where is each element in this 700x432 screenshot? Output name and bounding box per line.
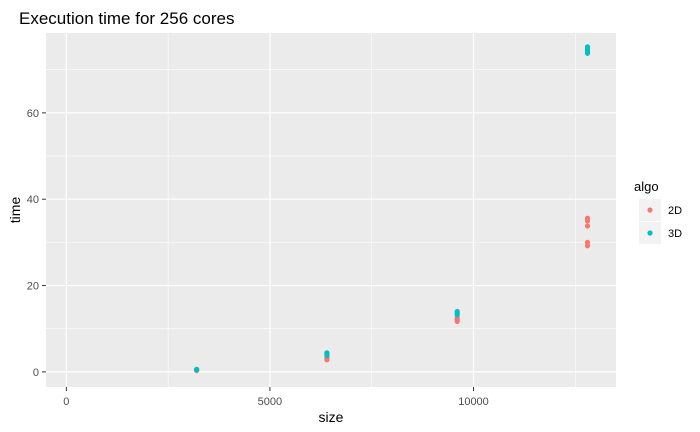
y-tick-label: 40 — [27, 194, 39, 206]
y-axis-title: time — [7, 197, 23, 224]
y-tick-label: 60 — [27, 108, 39, 120]
legend-marker-3d — [647, 230, 653, 236]
legend: algo 2D 3D — [634, 179, 682, 244]
data-point-3d — [454, 308, 460, 315]
chart-title: Execution time for 256 cores — [19, 9, 234, 28]
x-axis-title: size — [319, 409, 344, 425]
data-point-2d — [584, 223, 591, 229]
data-point-3d — [584, 44, 591, 50]
data-point-2d — [584, 215, 591, 221]
legend-label-3d: 3D — [668, 228, 682, 240]
y-axis-ticks: 0 20 40 60 — [27, 108, 46, 379]
data-point-2d — [584, 239, 591, 245]
data-point-3d — [324, 350, 330, 356]
plot-panel — [46, 33, 616, 387]
legend-marker-2d — [647, 207, 653, 213]
y-tick-label: 20 — [27, 281, 39, 293]
data-point-3d — [194, 366, 200, 372]
minor-gridlines — [46, 33, 616, 387]
x-tick-label: 10000 — [458, 396, 489, 408]
x-tick-label: 0 — [63, 396, 69, 408]
data-points — [194, 44, 591, 374]
major-gridlines — [46, 33, 616, 387]
x-axis-ticks: 0 5000 10000 — [63, 387, 489, 408]
x-tick-label: 5000 — [258, 396, 282, 408]
y-tick-label: 0 — [33, 367, 39, 379]
legend-title: algo — [634, 179, 659, 194]
legend-label-2d: 2D — [668, 205, 682, 217]
